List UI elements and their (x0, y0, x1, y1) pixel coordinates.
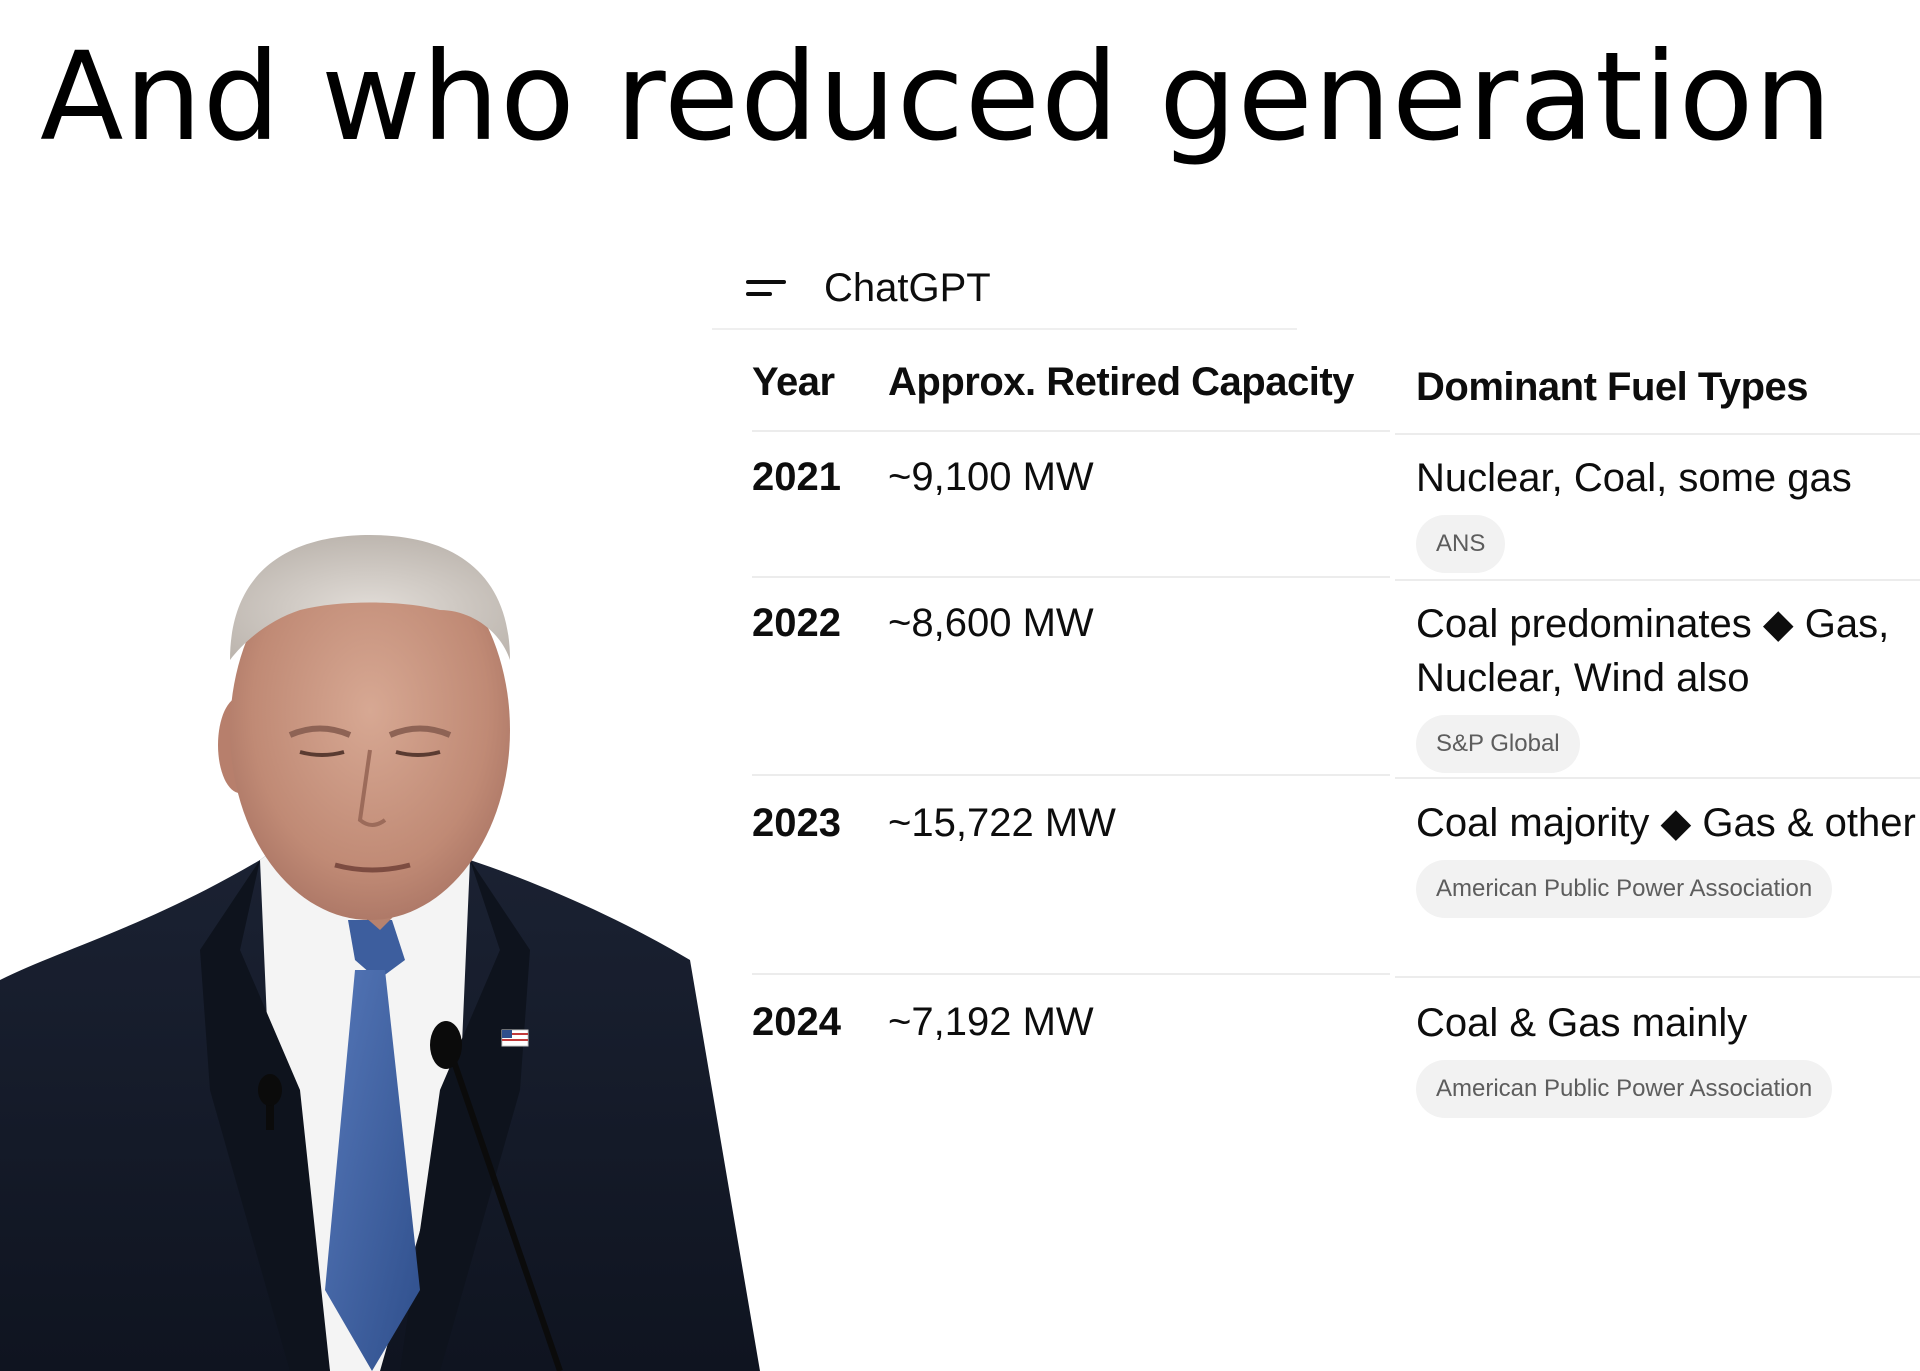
meme-caption: And who reduced generation (40, 26, 1833, 168)
row-2023-divider-left (752, 973, 1390, 975)
row-2022-divider-left (752, 774, 1390, 776)
row-2023-source-pill[interactable]: American Public Power Association (1416, 860, 1833, 918)
row-2023-fuel: Coal majority ◆ Gas & other American Pub… (1416, 796, 1920, 918)
row-2021-fuel-text: Nuclear, Coal, some gas (1416, 456, 1852, 500)
row-2024-source-pill[interactable]: American Public Power Association (1416, 1060, 1833, 1118)
row-2022-source-pill[interactable]: S&P Global (1416, 715, 1580, 773)
row-2022-capacity: ~8,600 MW (888, 601, 1094, 645)
header-divider-right (1395, 433, 1920, 435)
row-2024-capacity: ~7,192 MW (888, 1000, 1094, 1044)
row-2023-year: 2023 (752, 801, 841, 845)
row-2022-fuel-text: Coal predominates ◆ Gas, Nuclear, Wind a… (1416, 602, 1890, 700)
row-2021-divider-left (752, 576, 1390, 578)
man-in-suit-photo (0, 535, 760, 1371)
header-fuel: Dominant Fuel Types (1416, 365, 1809, 409)
row-2024-fuel: Coal & Gas mainly American Public Power … (1416, 996, 1920, 1118)
row-2021-divider-right (1395, 579, 1920, 581)
row-2023-capacity: ~15,722 MW (888, 801, 1116, 845)
menu-icon[interactable] (746, 272, 788, 304)
row-2023-divider-right (1395, 976, 1920, 978)
row-2022-year: 2022 (752, 601, 841, 645)
menu-icon-bar-top (746, 280, 786, 284)
app-header: ChatGPT (712, 252, 1297, 330)
app-title: ChatGPT (824, 266, 991, 310)
header-year: Year (752, 360, 835, 404)
row-2022-fuel: Coal predominates ◆ Gas, Nuclear, Wind a… (1416, 597, 1920, 773)
row-2021-fuel: Nuclear, Coal, some gas ANS (1416, 451, 1920, 573)
row-2021-source-pill[interactable]: ANS (1416, 515, 1506, 573)
row-2023-fuel-text: Coal majority ◆ Gas & other (1416, 801, 1916, 845)
menu-icon-bar-bottom (746, 292, 772, 296)
row-2024-year: 2024 (752, 1000, 841, 1044)
header-capacity: Approx. Retired Capacity (888, 360, 1354, 404)
header-divider-left (752, 430, 1390, 432)
row-2022-divider-right (1395, 777, 1920, 779)
row-2021-capacity: ~9,100 MW (888, 455, 1094, 499)
row-2021-year: 2021 (752, 455, 841, 499)
row-2024-fuel-text: Coal & Gas mainly (1416, 1001, 1748, 1045)
